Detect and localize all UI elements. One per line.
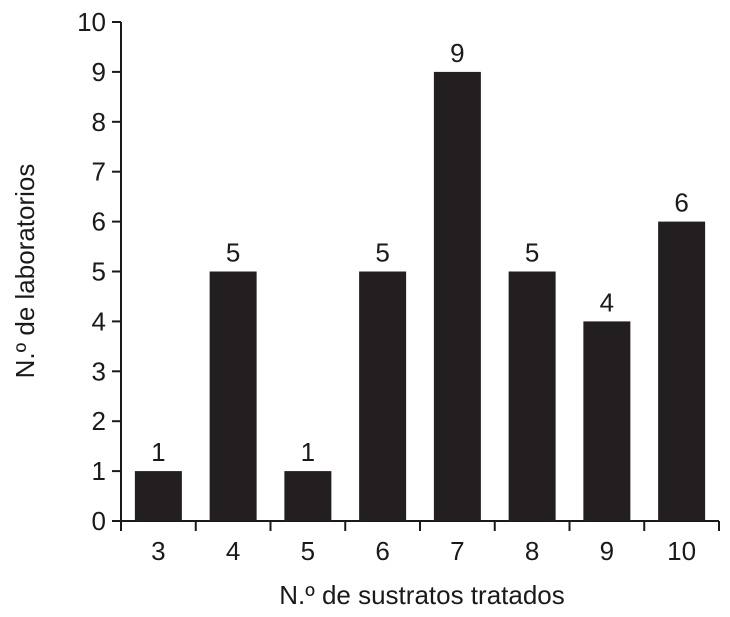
y-tick-label: 3 <box>92 356 106 386</box>
bar-value-label: 1 <box>301 437 315 467</box>
bar-9 <box>583 321 631 521</box>
bar-7 <box>433 71 481 522</box>
x-tick-label: 7 <box>450 536 464 566</box>
x-tick-label: 8 <box>525 536 539 566</box>
x-tick-label: 4 <box>226 536 240 566</box>
y-axis-title: N.º de laboratorios <box>10 164 40 379</box>
bar-8 <box>508 271 556 521</box>
y-tick-label: 8 <box>92 107 106 137</box>
bar-6 <box>359 271 407 521</box>
y-tick-label: 9 <box>92 57 106 87</box>
bar-value-label: 5 <box>375 238 389 268</box>
x-tick-label: 6 <box>375 536 389 566</box>
y-tick-label: 2 <box>92 406 106 436</box>
y-tick-label: 5 <box>92 257 106 287</box>
y-axis: 0 1 2 3 4 5 6 7 8 9 10 <box>77 7 122 536</box>
x-tick-label: 10 <box>667 536 696 566</box>
bar-4 <box>209 271 257 521</box>
bar-3 <box>134 471 182 521</box>
bar-5 <box>284 471 332 521</box>
x-tick-label: 3 <box>151 536 165 566</box>
x-axis-title: N.º de sustratos tratados <box>279 580 565 610</box>
bar-value-label: 6 <box>674 188 688 218</box>
y-tick-label: 0 <box>92 506 106 536</box>
y-tick-label: 1 <box>92 456 106 486</box>
x-axis: 3 4 5 6 7 8 9 10 <box>120 520 720 566</box>
y-tick-label: 7 <box>92 157 106 187</box>
x-tick-label: 9 <box>600 536 614 566</box>
bar-value-label: 9 <box>450 38 464 68</box>
y-tick-label: 10 <box>77 7 106 37</box>
x-tick-label: 5 <box>301 536 315 566</box>
bar-value-label: 1 <box>151 437 165 467</box>
data-labels: 1 5 1 5 9 5 4 6 <box>151 38 689 467</box>
bars <box>134 71 706 522</box>
bar-10 <box>658 221 706 521</box>
y-tick-label: 4 <box>92 306 106 336</box>
bar-value-label: 4 <box>600 287 614 317</box>
bar-value-label: 5 <box>226 238 240 268</box>
y-tick-label: 6 <box>92 207 106 237</box>
bar-value-label: 5 <box>525 238 539 268</box>
